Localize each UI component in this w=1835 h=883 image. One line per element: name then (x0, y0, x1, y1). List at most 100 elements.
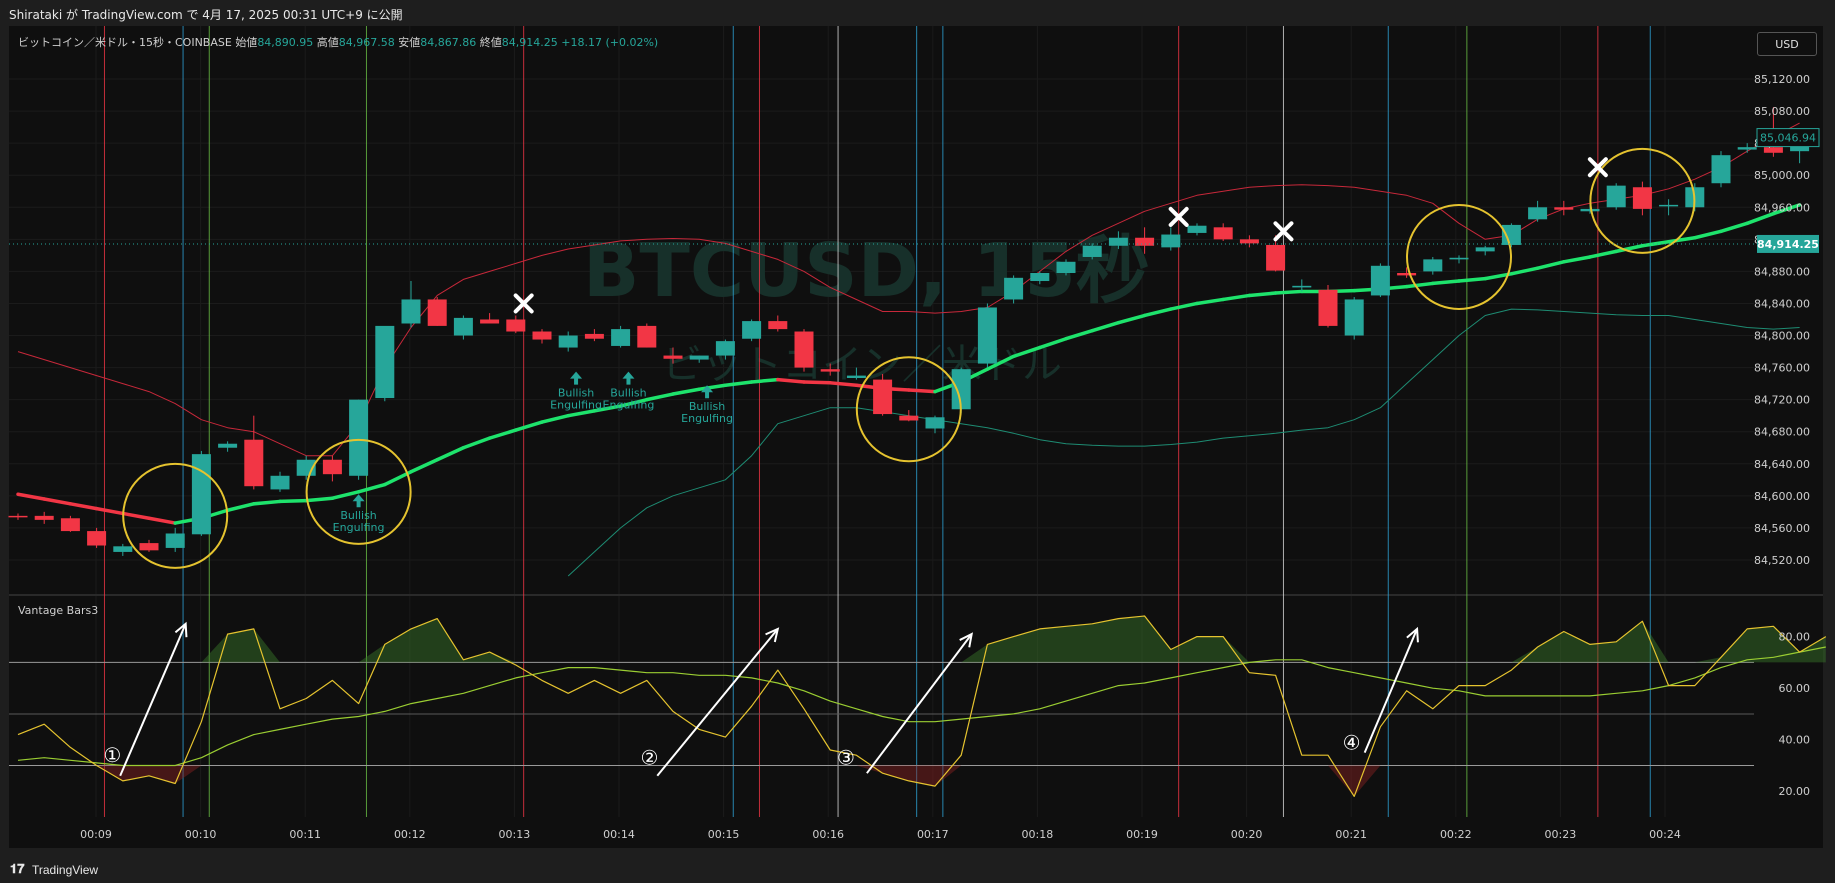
candle-body (139, 543, 159, 551)
candle-body (637, 325, 657, 348)
arrow-head-icon (1406, 626, 1419, 643)
candle-body (1449, 257, 1469, 260)
moving-average-segment (723, 380, 754, 387)
moving-average-segment (1221, 293, 1252, 302)
time-tick-label: 00:14 (603, 828, 635, 841)
signal-line (17, 646, 1826, 767)
time-tick-label: 00:16 (812, 828, 844, 841)
price-tick-label: 84,720.00 (1754, 394, 1810, 407)
candle-body (1501, 224, 1521, 245)
highlight-circle (122, 462, 229, 569)
bullish-arrow-icon (352, 494, 365, 508)
moving-average-segment (566, 409, 597, 418)
footer-brand[interactable]: TradingView (32, 863, 99, 877)
moving-average-segment (514, 420, 544, 432)
oscillator-tick-label: 60.00 (1779, 682, 1811, 695)
moving-average-segment (1273, 289, 1304, 295)
low-value: 84,867.86 (420, 36, 477, 49)
last-price-box (1756, 128, 1820, 148)
moving-average-segment (697, 383, 728, 391)
arrow-number-label: ② (640, 746, 658, 770)
candle-body (532, 331, 552, 340)
candle-body (689, 355, 709, 360)
pattern-label: Bullish (340, 509, 376, 522)
tradingview-logo-icon[interactable]: 𝟏𝟕 (10, 861, 25, 876)
candle-body (1370, 265, 1390, 296)
time-tick-label: 00:21 (1335, 828, 1367, 841)
moving-average-segment (1535, 260, 1566, 270)
exit-x-marker (513, 293, 534, 314)
arrow-head-icon (959, 632, 974, 648)
moving-average-segment (304, 496, 335, 503)
candle-body (1580, 208, 1600, 212)
candle-body (1659, 204, 1679, 207)
symbol-label: ビットコイン／米ドル・15秒・COINBASE (18, 36, 232, 49)
pattern-label: Bullish (610, 387, 646, 400)
moving-average-segment (1038, 336, 1068, 350)
time-tick-label: 00:12 (394, 828, 426, 841)
candle-body (1213, 227, 1233, 240)
candle-body (1423, 259, 1443, 272)
moving-average-segment (330, 490, 361, 500)
candle-body (715, 341, 735, 356)
moving-average-segment (1247, 291, 1278, 298)
indicator-name: Vantage Bars3 (18, 604, 99, 617)
moving-average-segment (435, 445, 466, 462)
pattern-label: Engulfing (681, 412, 733, 425)
candle-body (1632, 187, 1652, 209)
highlight-circle (1406, 203, 1512, 310)
moving-average-segment (1090, 320, 1121, 333)
bullish-arrow-icon (570, 371, 583, 385)
moving-average-segment (278, 498, 308, 504)
moving-average-segment (42, 497, 73, 506)
candle-body (480, 319, 500, 324)
candle-body (191, 454, 211, 535)
moving-average-segment (907, 388, 937, 394)
time-tick-label: 00:24 (1649, 828, 1681, 841)
candle-body (375, 325, 395, 399)
moving-average-segment (618, 397, 649, 408)
moving-average-segment (147, 516, 177, 525)
moving-average-segment (461, 436, 492, 450)
oscillator-tick-label: 40.00 (1779, 734, 1811, 747)
moving-average-segment (68, 502, 99, 511)
trend-arrow (1363, 628, 1419, 753)
moving-average-segment (540, 413, 570, 424)
moving-average-segment (1064, 328, 1094, 341)
pattern-label: Bullish (558, 387, 594, 400)
chart-area[interactable] (9, 26, 1823, 848)
candle-body (899, 415, 919, 421)
trend-arrow (656, 628, 779, 777)
price-tick-label: 84,880.00 (1754, 265, 1810, 278)
close-value: 84,914.25 (501, 36, 558, 49)
candle-body (1030, 273, 1050, 282)
candle-body (663, 355, 683, 359)
currency-button[interactable]: USD (1757, 32, 1817, 56)
moving-average-segment (252, 499, 282, 506)
pattern-label: Bullish (689, 400, 725, 413)
bullish-arrow-icon (701, 385, 714, 399)
time-tick-label: 00:15 (708, 828, 740, 841)
price-tick-label: 84,760.00 (1754, 362, 1810, 375)
candle-body (401, 299, 421, 324)
candle-body (87, 531, 107, 546)
moving-average-segment (1719, 221, 1749, 234)
candle-body (1711, 155, 1731, 184)
price-tick-label: 85,120.00 (1754, 73, 1810, 86)
price-tick-label: 84,520.00 (1754, 554, 1810, 567)
time-tick-label: 00:23 (1545, 828, 1577, 841)
candle-body (1266, 244, 1286, 271)
arrow-number-label: ④ (1343, 730, 1361, 754)
price-tick-label: 84,800.00 (1754, 330, 1810, 343)
highlight-circle (305, 438, 412, 545)
moving-average-segment (1771, 203, 1802, 216)
price-tick-label: 84,960.00 (1754, 201, 1810, 214)
attribution-text: Shirataki が TradingView.com で 4月 17, 202… (9, 8, 403, 22)
candle-body (113, 546, 133, 552)
moving-average-segment (356, 482, 387, 494)
arrow-head-icon (174, 621, 188, 638)
moving-average-segment (802, 380, 832, 385)
candle-body (1187, 225, 1207, 233)
moving-average-segment (487, 428, 518, 440)
